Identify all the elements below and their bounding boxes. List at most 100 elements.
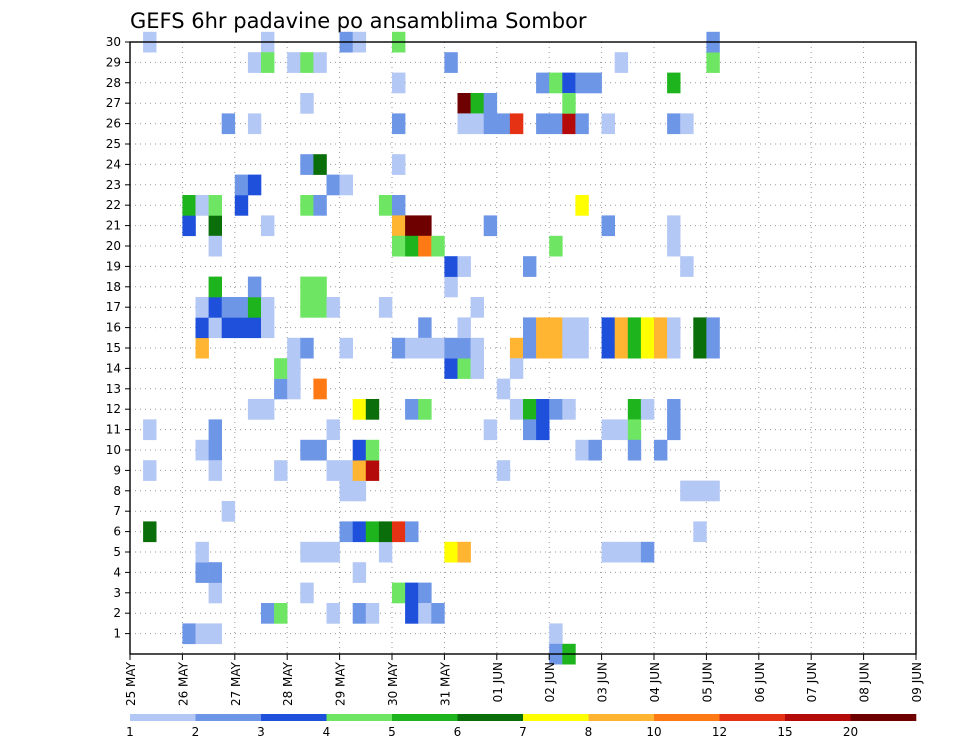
heatmap-cell <box>706 317 720 339</box>
heatmap-cell <box>640 399 655 420</box>
heatmap-cell <box>352 480 367 502</box>
heatmap-cell <box>536 337 550 359</box>
heatmap-cell <box>208 419 222 441</box>
heatmap-cell <box>195 317 209 339</box>
heatmap-cell <box>706 52 720 73</box>
heatmap-cell <box>562 337 576 359</box>
heatmap-cell <box>313 52 327 73</box>
y-tick-label: 13 <box>106 382 121 396</box>
heatmap-cell <box>300 154 314 175</box>
heatmap-cell <box>352 603 367 624</box>
heatmap-cell <box>234 195 249 216</box>
heatmap-cell <box>208 562 222 583</box>
heatmap-cell <box>706 337 720 359</box>
y-tick-label: 15 <box>106 341 121 355</box>
x-tick-label: 29 MAY <box>334 661 348 706</box>
colorbar-label: 8 <box>585 725 593 739</box>
heatmap-cell <box>313 195 327 216</box>
heatmap-cell <box>234 297 249 318</box>
heatmap-cell <box>247 52 262 73</box>
heatmap-cell <box>483 419 498 441</box>
heatmap-cell <box>601 215 615 237</box>
y-tick-label: 21 <box>106 219 121 233</box>
heatmap-cell <box>523 419 537 441</box>
x-tick-label: 03 JUN <box>596 662 610 702</box>
heatmap-cell <box>627 439 642 461</box>
chart-title: GEFS 6hr padavine po ansamblima Sombor <box>130 9 587 33</box>
colorbar-label: 12 <box>712 725 727 739</box>
heatmap-cell <box>444 541 458 563</box>
colorbar-label: 7 <box>519 725 527 739</box>
heatmap-cell <box>300 52 314 73</box>
heatmap-cell <box>261 52 275 73</box>
colorbar-segment <box>785 714 851 721</box>
heatmap-cell <box>365 399 380 420</box>
y-tick-label: 2 <box>113 606 121 620</box>
heatmap-cell <box>693 480 707 502</box>
heatmap-cell <box>667 419 681 441</box>
heatmap-cell <box>418 215 432 237</box>
heatmap-cell <box>405 603 419 624</box>
heatmap-cell <box>536 399 550 420</box>
y-tick-label: 3 <box>113 586 121 600</box>
colorbar-segment <box>457 714 524 721</box>
heatmap-cell <box>667 337 681 359</box>
heatmap-cell <box>575 72 589 94</box>
x-tick-label: 06 JUN <box>753 662 767 702</box>
heatmap-cell <box>392 195 406 216</box>
heatmap-cell <box>300 93 314 114</box>
heatmap-cell <box>575 337 589 359</box>
heatmap-cell <box>208 317 222 339</box>
heatmap-cell <box>457 93 471 114</box>
heatmap-cell <box>365 521 380 543</box>
heatmap-cell <box>536 72 550 94</box>
heatmap-cell <box>523 256 537 277</box>
heatmap-cell <box>601 113 615 135</box>
heatmap-cell <box>392 215 406 237</box>
heatmap-cell <box>509 113 524 135</box>
y-tick-label: 20 <box>106 239 121 253</box>
x-tick-label: 25 MAY <box>124 661 138 706</box>
x-tick-label: 01 JUN <box>491 662 505 702</box>
colorbar-label: 3 <box>257 725 265 739</box>
heatmap-cell <box>549 399 563 420</box>
heatmap-cell <box>575 113 589 135</box>
y-tick-label: 17 <box>106 300 121 314</box>
heatmap-cell <box>274 378 288 400</box>
heatmap-cell <box>418 235 432 257</box>
heatmap-cell <box>536 419 550 441</box>
heatmap-cell <box>640 317 655 339</box>
colorbar-label: 10 <box>646 725 661 739</box>
x-axis-ticks: 25 MAY 26 MAY 27 MAY 28 MAY 29 MAY 30 MAY 31 M… <box>124 654 924 706</box>
heatmap-cell <box>392 113 406 135</box>
heatmap-cell <box>470 297 484 318</box>
x-tick-label: 07 JUN <box>805 662 819 702</box>
heatmap-cell <box>444 52 458 73</box>
heatmap-cell <box>562 317 576 339</box>
heatmap-cell <box>706 480 720 502</box>
heatmap-cell <box>667 215 681 237</box>
heatmap-cell <box>431 603 445 624</box>
heatmap-cell <box>667 235 681 257</box>
heatmap-cell <box>221 113 236 135</box>
y-tick-label: 18 <box>106 280 121 294</box>
y-tick-label: 27 <box>106 96 121 110</box>
colorbar-segment <box>130 714 196 721</box>
heatmap-cell <box>575 195 589 216</box>
heatmap-cell <box>195 195 209 216</box>
heatmap-cell <box>300 297 314 318</box>
y-tick-label: 22 <box>106 198 121 212</box>
heatmap-cell <box>693 521 707 543</box>
heatmap-cell <box>378 541 393 563</box>
y-tick-label: 6 <box>113 525 121 539</box>
heatmap-cell <box>418 317 432 339</box>
heatmap-cell <box>378 297 393 318</box>
y-tick-label: 28 <box>106 76 121 90</box>
heatmap-cell <box>457 317 471 339</box>
heatmap-cell <box>287 378 301 400</box>
heatmap-cell <box>378 521 393 543</box>
heatmap-cell <box>457 337 471 359</box>
heatmap-cell <box>640 541 655 563</box>
heatmap-cell <box>405 337 419 359</box>
heatmap-cell <box>352 439 367 461</box>
